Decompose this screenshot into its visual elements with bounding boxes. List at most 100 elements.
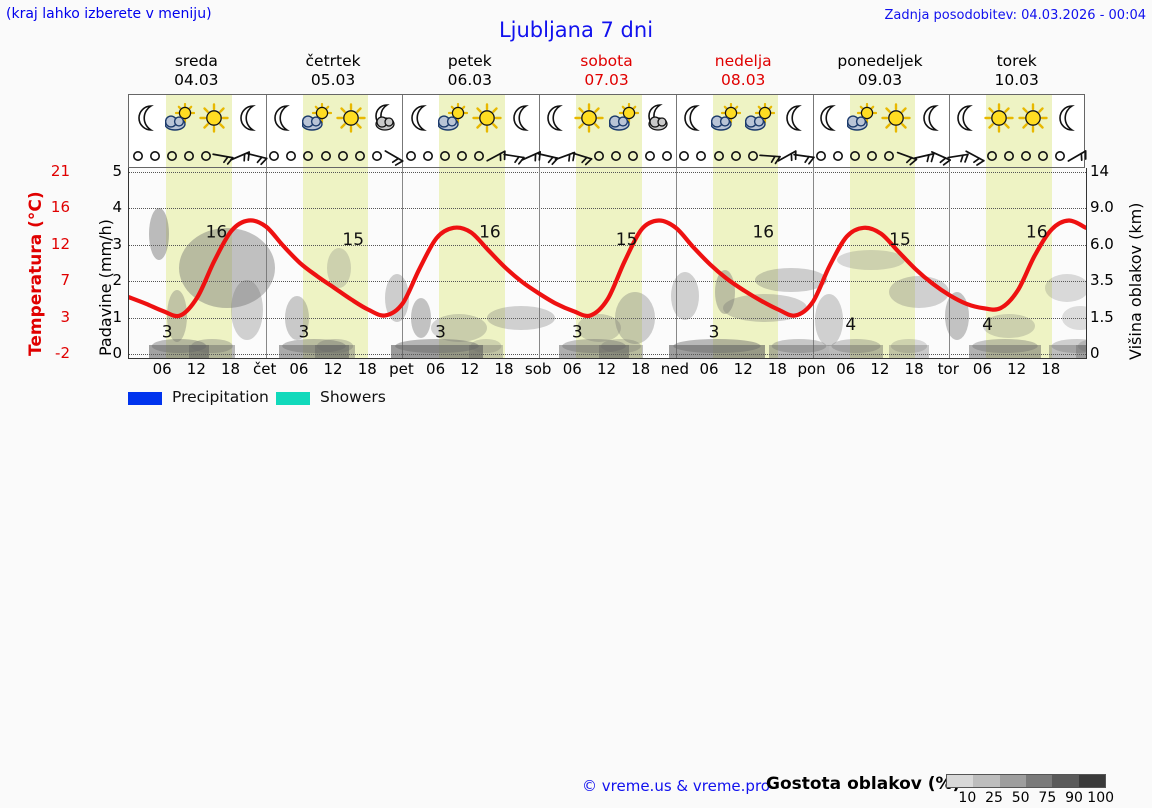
day-header-6: torek 10.03	[948, 52, 1085, 92]
x-tick-13: 12	[596, 360, 617, 378]
copyright-link[interactable]: © vreme.us & vreme.pro	[582, 777, 770, 795]
daylight-band-3	[576, 95, 642, 167]
moon-icon	[1052, 103, 1082, 133]
weather-icon-cell-24	[948, 95, 982, 141]
wind-calm-icon-43	[859, 141, 885, 168]
x-tick-10: 18	[494, 360, 514, 378]
wind-calm-icon-20	[466, 141, 492, 168]
cloud-density-tick-0: 10	[958, 790, 977, 806]
wind-calm-icon-53	[1030, 141, 1056, 168]
moon-icon	[540, 103, 570, 133]
gridline-h-0	[129, 172, 1086, 173]
wind-calm-icon-19	[449, 141, 475, 168]
cloud-density-tick-5: 100	[1087, 790, 1115, 806]
cloud-sun-icon	[710, 102, 742, 133]
cloud-sun-icon	[164, 102, 196, 133]
temperature-tick-0: 21	[50, 162, 70, 180]
svg-text:4: 4	[845, 315, 856, 335]
svg-text:15: 15	[616, 230, 638, 250]
daylight-band-4	[712, 168, 779, 358]
cloud-density-scale	[946, 774, 1106, 788]
daylight-band-6	[986, 95, 1052, 167]
day-separator-3	[539, 95, 541, 167]
day-header-1: četrtek 05.03	[265, 52, 402, 92]
weather-icon-cell-12	[538, 95, 572, 141]
gridline-v-3	[539, 168, 541, 358]
x-tick-8: 06	[426, 360, 446, 378]
wind-calm-icon-52	[1013, 141, 1039, 168]
last-updated-label: Zadnja posodobitev: 04.03.2026 - 00:04	[884, 8, 1146, 23]
gridline-h-2	[129, 244, 1086, 246]
wind-calm-icon-28	[603, 141, 629, 168]
x-tick-7: pet	[389, 360, 414, 378]
wind-calm-icon-16	[398, 141, 424, 168]
svg-text:3: 3	[709, 323, 720, 343]
weather-icon-cell-14	[607, 95, 641, 141]
wind-calm-icon-2	[159, 141, 185, 168]
bottom-legend: Precipitation Showers © vreme.us & vreme…	[0, 386, 1152, 806]
cloud-height-tick-0: 14	[1090, 162, 1110, 180]
sun-icon	[984, 103, 1014, 133]
daylight-band-1	[302, 168, 369, 358]
temperature-tick-3: 7	[60, 271, 70, 290]
cloud-height-tick-3: 3.5	[1090, 271, 1114, 290]
day-separator-6	[949, 95, 951, 167]
wind-calm-icon-14	[364, 141, 390, 168]
svg-text:3: 3	[298, 323, 309, 343]
showers-swatch	[276, 392, 310, 405]
weather-icon-cell-23	[914, 95, 948, 141]
x-tick-23: tor	[937, 360, 959, 378]
x-tick-16: 06	[699, 360, 719, 378]
weather-icon-cell-17	[709, 95, 743, 141]
moon-icon	[916, 103, 946, 133]
gridline-h-1	[129, 208, 1086, 210]
wind-calm-icon-29	[620, 141, 646, 168]
wind-calm-icon-13	[347, 141, 373, 168]
plot-daylight-bands	[129, 168, 1086, 358]
temperature-curve: 16 15 16 15 16 15 16 3 3 3 3 3 4 4	[129, 218, 1086, 343]
wind-calm-icon-0	[125, 141, 151, 168]
wind-calm-icon-41	[825, 141, 851, 168]
x-tick-18: 18	[767, 360, 787, 378]
weather-icon-cell-9	[436, 95, 470, 141]
weather-icon-cell-7	[368, 95, 402, 141]
wind-barb-icon-45	[894, 141, 920, 168]
cloud-density-swatch-0	[947, 775, 974, 787]
day-header-5: ponedeljek 09.03	[812, 52, 949, 92]
temperature-axis-title: Temperatura (°C)	[2, 168, 46, 358]
wind-calm-icon-8	[261, 141, 287, 168]
day-name: nedelja	[714, 52, 772, 70]
x-tick-15: ned	[660, 360, 689, 378]
x-tick-17: 12	[733, 360, 753, 378]
wind-barb-icon-46	[911, 141, 937, 168]
precipitation-legend-label: Precipitation	[172, 388, 269, 406]
day-date: 07.03	[584, 71, 629, 89]
wind-calm-icon-17	[415, 141, 441, 168]
day-name: torek	[996, 52, 1037, 70]
weather-icon-cell-5	[300, 95, 334, 141]
sun-icon	[199, 103, 229, 133]
weather-icon-cell-6	[334, 95, 368, 141]
wind-barb-icon-7	[244, 141, 270, 168]
cloud-density-swatch-3	[1025, 775, 1053, 787]
cloud-density-tick-4: 90	[1065, 790, 1083, 806]
wind-barb-icon-22	[501, 141, 527, 168]
x-tick-14: 18	[631, 360, 651, 378]
moon-icon	[813, 103, 843, 133]
daylight-band-2	[439, 168, 505, 358]
weather-icon-cell-11	[504, 95, 538, 141]
cloud-density-scale-labels: 10 25 50 75 90 100	[938, 790, 1118, 808]
svg-text:3: 3	[435, 323, 446, 343]
weather-icon-cell-25	[982, 95, 1016, 141]
daylight-band-3	[576, 168, 642, 358]
svg-text:3: 3	[572, 323, 583, 343]
wind-barb-icon-39	[791, 141, 817, 168]
x-tick-20: 06	[836, 360, 856, 378]
svg-text:15: 15	[342, 230, 364, 250]
weather-icon-cell-19	[777, 95, 811, 141]
cloud-height-tick-2: 6.0	[1090, 234, 1114, 253]
wind-barb-icon-37	[757, 141, 783, 168]
temperature-tick-2: 12	[50, 234, 70, 253]
gridline-v-6	[949, 168, 951, 358]
wind-barb-row	[129, 141, 1087, 168]
